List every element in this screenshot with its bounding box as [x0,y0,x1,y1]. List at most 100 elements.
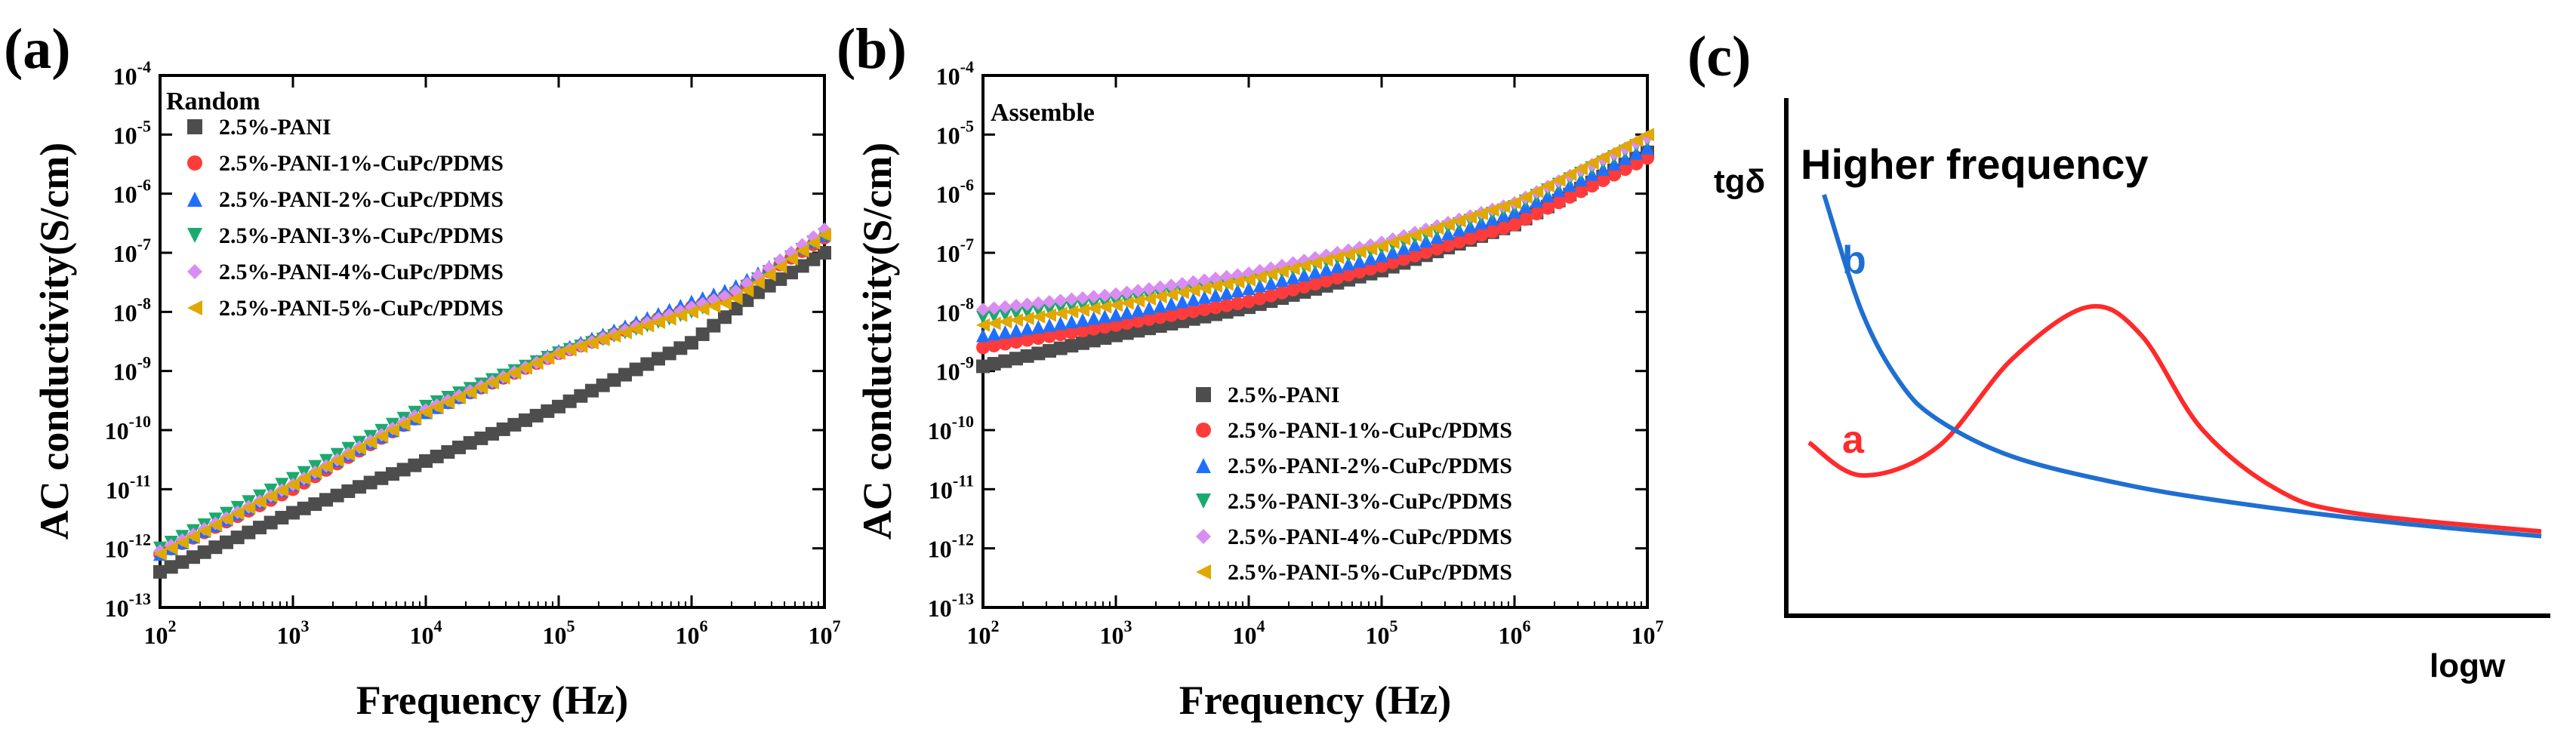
data-point [987,357,1001,371]
data-point [1043,294,1056,309]
data-point [519,361,532,375]
data-point [695,302,710,316]
data-point [275,511,289,525]
legend-label: 2.5%-PANI-1%-CuPc/PDMS [219,151,504,176]
y-tick-label: 10-4 [936,57,974,90]
data-point [507,417,522,432]
data-point [1209,300,1222,315]
legend-marker [187,119,202,134]
y-tick-label: 10-7 [936,235,974,267]
data-point [1264,267,1278,281]
data-point [740,293,754,307]
data-point [1109,307,1123,321]
legend-label: 2.5%-PANI-5%-CuPc/PDMS [219,296,504,321]
data-point [1120,285,1134,300]
data-point [1120,306,1134,320]
data-point [784,251,798,266]
data-point [1043,303,1056,317]
data-point [662,346,676,361]
data-point [1530,206,1544,220]
data-point [1098,300,1112,314]
data-point [1585,179,1599,193]
data-point [330,454,344,468]
data-point [1065,305,1079,319]
data-point [1131,324,1145,338]
legend-label: 2.5%-PANI-2%-CuPc/PDMS [219,187,504,212]
data-point [1452,214,1466,228]
data-point [1164,287,1179,302]
data-point [673,308,688,322]
y-tick-label: 10-12 [105,530,151,563]
data-point [1153,290,1167,304]
data-point [1385,235,1400,250]
data-point [818,228,831,242]
data-point [806,235,821,250]
data-point [1430,241,1444,256]
data-point [1508,195,1521,210]
data-point [987,339,1001,353]
data-point [1176,306,1189,321]
data-point [1397,232,1411,246]
data-point [441,395,455,410]
data-point [430,400,444,414]
x-tick-label: 106 [676,616,708,649]
legend-label: 2.5%-PANI-3%-CuPc/PDMS [1228,489,1512,514]
data-point [574,389,588,403]
data-point [1043,343,1056,358]
data-point [1641,151,1654,165]
data-point [253,521,267,535]
data-point [496,422,510,436]
data-point [1242,272,1256,287]
y-tick-label: 10-5 [113,116,151,149]
data-point [562,394,577,408]
panel-b-ticks: 102 103 104 105 106 107 10-4 10-5 10-6 10-7 10-8 10… [928,57,1664,649]
data-point [1352,244,1367,259]
data-point [607,373,621,387]
data-point [1131,294,1145,308]
data-point [485,426,499,441]
data-point [1031,304,1046,318]
data-point [652,315,665,330]
curve-label-b: b [1842,238,1866,282]
data-point [1253,291,1267,306]
data-point [685,336,698,350]
data-point [419,405,433,420]
data-point [1375,259,1388,273]
data-point [1474,207,1488,221]
data-point [1065,300,1079,314]
data-point [1164,278,1179,293]
data-point [596,332,610,346]
data-point [485,376,499,390]
data-point [562,343,577,357]
data-point [1131,314,1145,328]
data-point [1641,140,1654,155]
data-point [1563,168,1577,182]
panel-b-annotation: Assemble [991,99,1095,127]
data-point [1264,275,1278,290]
data-point [1020,349,1034,363]
data-point [652,352,665,366]
data-point [1541,179,1555,193]
data-point [1098,309,1112,324]
data-point [987,327,1001,341]
data-point [1076,324,1089,338]
data-point [319,493,333,507]
data-point [1330,250,1345,264]
data-point [186,530,200,544]
curve-a [1807,303,2542,534]
data-point [1319,274,1333,288]
data-point [297,501,311,515]
data-point [1065,339,1079,353]
data-point [1076,336,1089,350]
data-point [1031,309,1046,324]
data-point [1020,311,1034,325]
panel-b-ylabel: AC conductivity(S/cm) [855,143,900,540]
panel-b-legend: 2.5%-PANI 2.5%-PANI-1%-CuPc/PDMS 2.5%-PANI… [1196,383,1512,585]
data-point [585,383,599,398]
legend-label: 2.5%-PANI [219,115,331,140]
data-point [1330,260,1345,274]
data-point [1441,238,1455,253]
data-point [286,478,300,492]
data-point [695,327,710,341]
